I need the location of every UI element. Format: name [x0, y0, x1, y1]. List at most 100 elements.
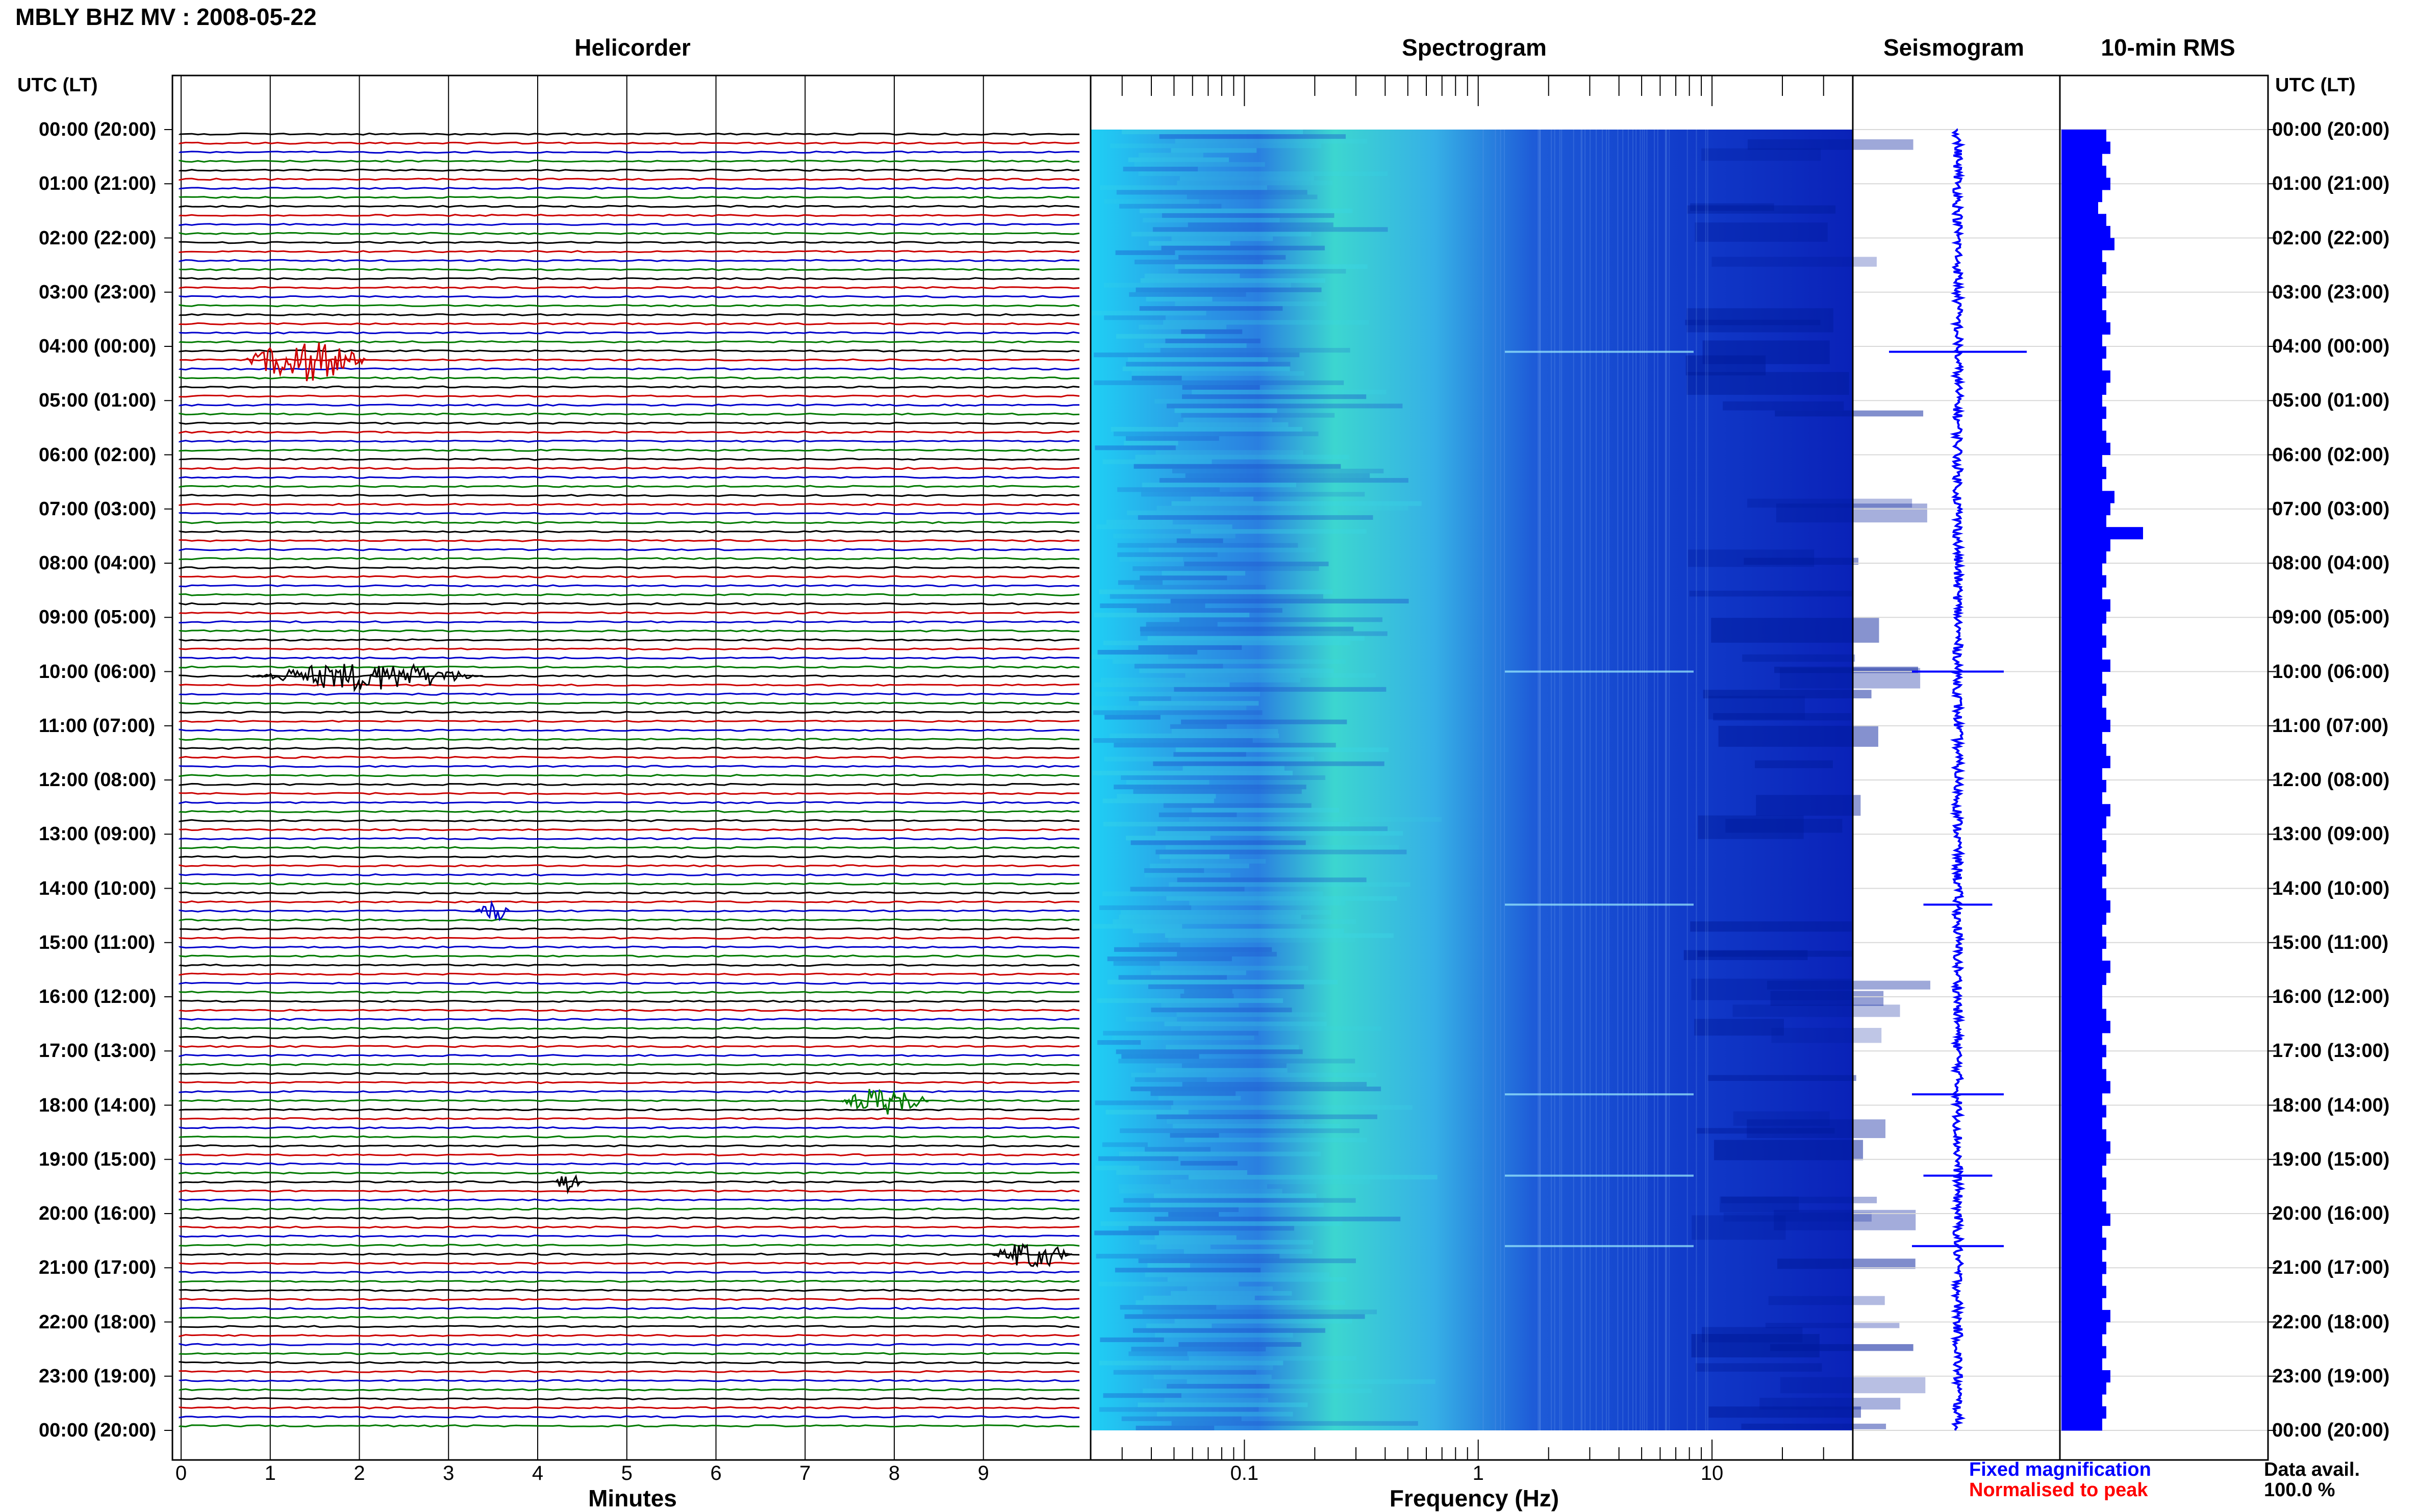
helicorder-trace-row [179, 431, 1080, 434]
minute-tick-label: 1 [264, 1462, 276, 1484]
hour-label-right: 08:00 (04:00) [2272, 552, 2390, 574]
rms-bar [2061, 515, 2106, 527]
rms-bar [2061, 768, 2102, 780]
helicorder-trace-row [179, 467, 1080, 470]
helicorder-trace-row [179, 1162, 1080, 1166]
helicorder-trace-row [179, 1343, 1080, 1346]
helicorder-trace-row [179, 674, 1080, 678]
helicorder-trace-row [179, 936, 1080, 940]
rms-bar [2061, 1298, 2102, 1311]
helicorder-trace-row [179, 1298, 1080, 1301]
helicorder-trace-row [179, 1289, 1080, 1292]
rms-bar [2061, 755, 2110, 768]
frequency-axis-label: Frequency (Hz) [1389, 1485, 1559, 1511]
helicorder-trace-row [179, 376, 1080, 380]
hour-label-left: 01:00 (21:00) [39, 173, 157, 195]
helicorder-trace-row [179, 837, 1080, 841]
minute-tick-label: 0 [175, 1462, 187, 1484]
rms-bar [2061, 1021, 2110, 1034]
minute-tick-label: 2 [354, 1462, 365, 1484]
helicorder-trace-row [179, 1415, 1080, 1419]
rms-bar [2061, 491, 2114, 503]
hour-label-right: 11:00 (07:00) [2272, 715, 2389, 737]
rms-bar [2061, 719, 2110, 733]
hour-label-left: 03:00 (23:00) [39, 281, 157, 303]
hour-label-left: 04:00 (00:00) [39, 336, 157, 357]
rms-bar [2061, 467, 2106, 480]
minute-tick-label: 6 [710, 1462, 722, 1484]
helicorder-trace-row [179, 1198, 1080, 1202]
rms-bar [2061, 671, 2102, 684]
rms-bar [2061, 599, 2110, 612]
helicorder-trace-row [179, 494, 1080, 497]
rms-bar [2061, 792, 2102, 804]
rms-bar [2061, 924, 2102, 937]
helicorder-trace-row [179, 168, 1080, 172]
helicorder-trace-row [179, 954, 1080, 958]
helicorder-trace-row [179, 1054, 1080, 1057]
hour-label-left: 22:00 (18:00) [39, 1311, 157, 1333]
helicorder-trace-row [179, 909, 1080, 913]
rms-bar [2061, 997, 2102, 1010]
spectrogram-image [1091, 130, 1930, 1430]
helicorder-trace-row [179, 268, 1080, 271]
helicorder-trace-row [179, 981, 1080, 985]
helicorder-trace-row [179, 1388, 1080, 1392]
helicorder-trace-row [179, 475, 1080, 479]
rms-bar [2061, 1153, 2106, 1166]
rms-bar [2061, 635, 2106, 648]
helicorder-traces [179, 132, 1080, 1428]
rms-bar [2061, 1334, 2102, 1347]
helicorder-trace-row [179, 819, 1080, 822]
rms-bar [2061, 539, 2110, 551]
helicorder-trace-row [179, 1279, 1080, 1283]
hour-label-right: 10:00 (06:00) [2272, 661, 2390, 683]
rms-bar [2061, 130, 2106, 142]
rms-bar [2061, 1238, 2106, 1250]
helicorder-trace-row [179, 1144, 1080, 1148]
helicorder-trace-row [179, 132, 1080, 136]
helicorder-trace-row [179, 927, 1080, 931]
helicorder-trace-row [179, 557, 1080, 561]
rms-bar [2061, 1189, 2102, 1202]
helicorder-trace-row [179, 277, 1080, 281]
helicorder-trace-row [179, 945, 1080, 949]
rms-bar [2061, 322, 2110, 335]
rms-bar [2061, 780, 2106, 793]
helicorder-event [840, 1089, 929, 1115]
helicorder-trace-row [179, 187, 1080, 190]
helicorder-trace-row [179, 882, 1080, 886]
hour-label-left: 06:00 (02:00) [39, 444, 157, 466]
helicorder-trace-row [179, 602, 1080, 606]
helicorder-trace-row [179, 873, 1080, 876]
helicorder-trace-row [179, 629, 1080, 633]
helicorder-trace-row [179, 313, 1080, 317]
helicorder-trace-row [179, 1316, 1080, 1319]
rms-bar [2061, 1214, 2110, 1226]
helicorder-trace-row [179, 891, 1080, 895]
hour-label-right: 00:00 (20:00) [2272, 1420, 2390, 1441]
hour-label-right: 21:00 (17:00) [2272, 1257, 2390, 1279]
panel-frames [164, 74, 2276, 1461]
rms-bar [2061, 623, 2102, 636]
rms-bar [2061, 346, 2106, 359]
helicorder-trace-row [179, 584, 1080, 588]
rms-bar [2061, 936, 2106, 949]
helicorder-trace-row [179, 972, 1080, 976]
helicorder-trace-row [179, 647, 1080, 651]
rms-bar [2061, 1165, 2102, 1178]
hour-label-left: 20:00 (16:00) [39, 1203, 157, 1224]
utc-label-right: UTC (LT) [2275, 74, 2356, 96]
helicorder-trace-row [179, 991, 1080, 994]
rms-bar [2061, 455, 2102, 467]
hour-label-left: 09:00 (05:00) [39, 607, 157, 628]
minute-tick-label: 9 [977, 1462, 989, 1484]
helicorder-trace-row [179, 1045, 1080, 1048]
helicorder-trace-row [179, 746, 1080, 750]
helicorder-trace-row [179, 512, 1080, 515]
helicorder-trace-row [179, 656, 1080, 660]
rms-bar [2061, 695, 2102, 708]
rms-bar [2061, 358, 2102, 371]
rms-bar [2061, 178, 2110, 190]
